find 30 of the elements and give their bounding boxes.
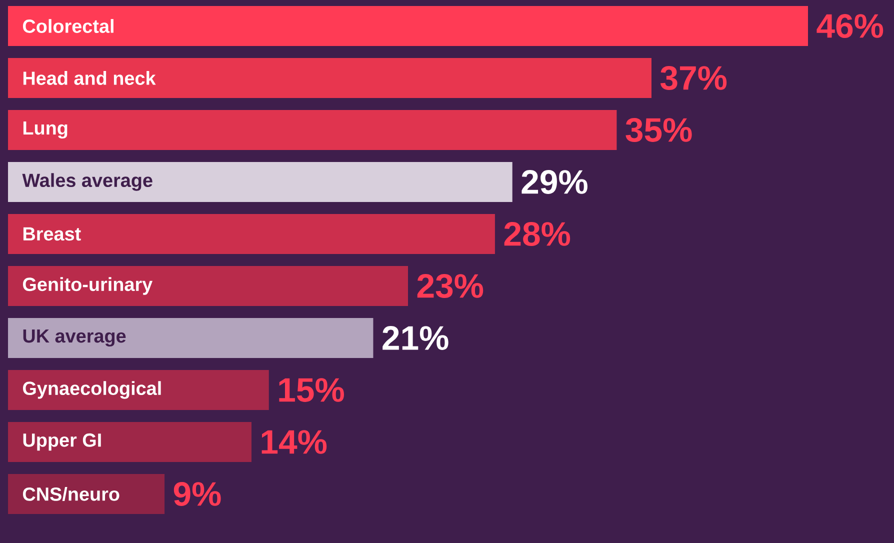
y-tick-label: Breast xyxy=(23,227,81,241)
bar xyxy=(8,474,165,514)
data-label: 46% xyxy=(816,14,884,38)
data-label: 15% xyxy=(279,378,344,402)
bar xyxy=(8,214,495,254)
y-tick-label: Upper GI xyxy=(23,433,101,451)
data-label: 29% xyxy=(522,170,588,194)
y-tick-label: CNS/neuro xyxy=(22,486,120,502)
y-tick-label: Head and neck xyxy=(23,71,156,85)
data-label: 28% xyxy=(504,222,570,246)
y-tick-label: Lung xyxy=(23,121,68,139)
data-label: 23% xyxy=(417,274,484,298)
data-label: 9% xyxy=(174,482,221,506)
bar xyxy=(8,162,512,202)
y-tick-label: Wales average xyxy=(22,173,152,191)
y-tick-label: Colorectal xyxy=(22,19,114,33)
y-tick-label: UK average xyxy=(23,329,126,347)
bar xyxy=(8,422,252,462)
data-label: 21% xyxy=(382,326,448,350)
data-label: 35% xyxy=(626,118,692,142)
bar xyxy=(8,110,617,150)
bar xyxy=(8,370,269,410)
data-label: 37% xyxy=(660,66,727,90)
bar xyxy=(8,6,808,46)
bar xyxy=(8,266,408,306)
bar xyxy=(8,318,374,358)
bar xyxy=(8,58,652,98)
y-tick-label: Genito-urinary xyxy=(22,277,153,295)
data-label: 14% xyxy=(262,430,327,454)
y-tick-label: Gynaecological xyxy=(22,381,161,399)
